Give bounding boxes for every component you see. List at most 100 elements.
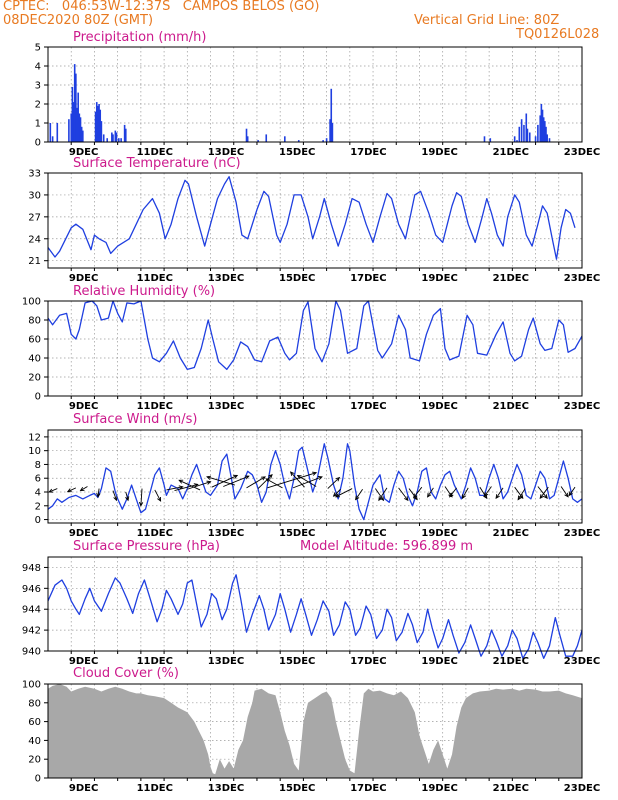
- x-tick-label: 23DEC: [564, 147, 600, 158]
- wind-arrow: [484, 486, 492, 497]
- x-tick-label: 9DEC: [69, 147, 98, 158]
- x-tick-label: 23DEC: [564, 401, 600, 412]
- wind-arrow: [140, 488, 143, 506]
- precip-panel: 0 1 2 3 4 5 9DEC 11DEC 13DEC 15DEC 17DEC 19DEC 21DEC…: [35, 30, 601, 158]
- wind-arrow: [223, 475, 249, 487]
- x-tick-label: 21DEC: [493, 273, 529, 284]
- wind-arrow: [80, 486, 88, 492]
- y-tick-label: 948: [22, 563, 41, 574]
- x-tick-label: 9DEC: [69, 273, 98, 284]
- x-tick-label: 11DEC: [137, 147, 173, 158]
- wind-arrow-head: [495, 494, 500, 500]
- wind-arrow-head: [268, 474, 273, 479]
- wind-arrow: [67, 487, 77, 493]
- y-tick-label: 0: [35, 392, 41, 403]
- plot-frame: [47, 683, 583, 779]
- y-tick-label: 10: [28, 446, 41, 457]
- precip-bar: [525, 113, 528, 142]
- wind-panel: 0 2 4 6 8 10 12 9DEC 11DEC 13DEC 15DEC 17DEC 19DEC 21…: [28, 412, 600, 539]
- wind-arrow: [479, 486, 488, 499]
- precip-bar: [123, 124, 126, 142]
- x-tick-label: 11DEC: [137, 273, 173, 284]
- precip-bar: [545, 126, 547, 142]
- y-tick-label: 3: [35, 81, 41, 92]
- wind-arrow: [539, 486, 549, 499]
- model-altitude-label: Model Altitude: 596.899 m: [300, 539, 473, 554]
- x-tick-label: 21DEC: [493, 656, 529, 667]
- x-tick-label: 17DEC: [350, 273, 386, 284]
- precip-bar: [72, 102, 75, 142]
- precip-bar: [95, 102, 98, 142]
- precip-bar: [82, 130, 84, 142]
- x-tick-label: 13DEC: [208, 528, 244, 539]
- wind-arrow: [378, 487, 388, 501]
- x-tick-label: 19DEC: [421, 656, 457, 667]
- y-tick-label: 4: [35, 488, 41, 499]
- y-tick-label: 33: [28, 169, 41, 180]
- wind-arrow-head: [233, 474, 239, 479]
- precip-bar: [70, 113, 73, 142]
- wind-arrow-head: [312, 471, 318, 476]
- wind-arrow: [166, 486, 183, 491]
- wind-arrow: [257, 474, 273, 489]
- wind-arrow: [112, 490, 117, 501]
- precip-bar: [115, 132, 118, 142]
- precip-bar: [518, 126, 521, 142]
- precip-bar: [77, 92, 79, 142]
- x-tick-label: 23DEC: [564, 783, 600, 794]
- precip-bar: [102, 134, 105, 142]
- header-date: 08DEC2020 80Z (GMT): [3, 13, 154, 28]
- precip-bar: [120, 138, 122, 142]
- precip-bar: [114, 130, 117, 142]
- y-tick-label: 940: [22, 647, 41, 658]
- x-tick-label: 17DEC: [350, 656, 386, 667]
- wind-arrow-head: [427, 492, 432, 498]
- precip-bar: [483, 136, 486, 142]
- wind-arrow: [206, 476, 236, 486]
- y-tick-label: 0: [35, 515, 41, 526]
- y-tick-label: 5: [35, 43, 41, 54]
- precip-bar: [540, 104, 543, 142]
- precip-bar: [56, 123, 59, 142]
- wind-arrow-head: [66, 488, 72, 493]
- x-tick-label: 15DEC: [279, 528, 315, 539]
- wind-arrow-head: [378, 496, 383, 502]
- y-tick-label: 80: [28, 698, 41, 709]
- y-tick-label: 8: [35, 460, 41, 471]
- wind-arrow-head: [296, 474, 302, 480]
- wind-arrow: [327, 477, 340, 489]
- plot-frame: [47, 300, 583, 397]
- precip-bar: [80, 126, 83, 142]
- precip-bar: [100, 121, 103, 142]
- x-tick-label: 17DEC: [350, 401, 386, 412]
- wind-arrow: [560, 486, 569, 498]
- wind-arrow-head: [517, 495, 522, 501]
- wind-arrow: [154, 489, 162, 502]
- y-tick-label: 40: [28, 354, 41, 365]
- precip-bar: [76, 107, 78, 142]
- x-tick-label: 9DEC: [69, 656, 98, 667]
- precip-bar: [528, 132, 531, 142]
- wind-arrow-head: [335, 476, 341, 482]
- precip-bar: [94, 111, 97, 142]
- y-tick-label: 946: [22, 584, 41, 595]
- precip-bar: [245, 128, 248, 142]
- wind-arrow-head: [261, 476, 266, 481]
- precip-bar: [329, 119, 331, 142]
- y-tick-label: 80: [28, 316, 41, 327]
- wind-arrow: [537, 486, 548, 499]
- precip-bar: [330, 88, 333, 142]
- wind-arrow: [97, 488, 100, 497]
- wind-series-line: [47, 443, 583, 521]
- precip-bar: [97, 105, 99, 142]
- header-title: CPTEC: 046:53W-12:37S CAMPOS BELOS (GO): [3, 0, 320, 14]
- wind-arrow: [178, 479, 201, 491]
- y-tick-label: 24: [28, 234, 41, 245]
- rh-title: Relative Humidity (%): [73, 284, 215, 299]
- precip-bar: [539, 115, 542, 142]
- wind-arrow: [246, 476, 266, 489]
- wind-arrow-head: [317, 476, 323, 481]
- wind-arrow-head: [157, 496, 162, 502]
- wind-arrow-head: [96, 492, 101, 498]
- wind-arrow: [335, 488, 353, 498]
